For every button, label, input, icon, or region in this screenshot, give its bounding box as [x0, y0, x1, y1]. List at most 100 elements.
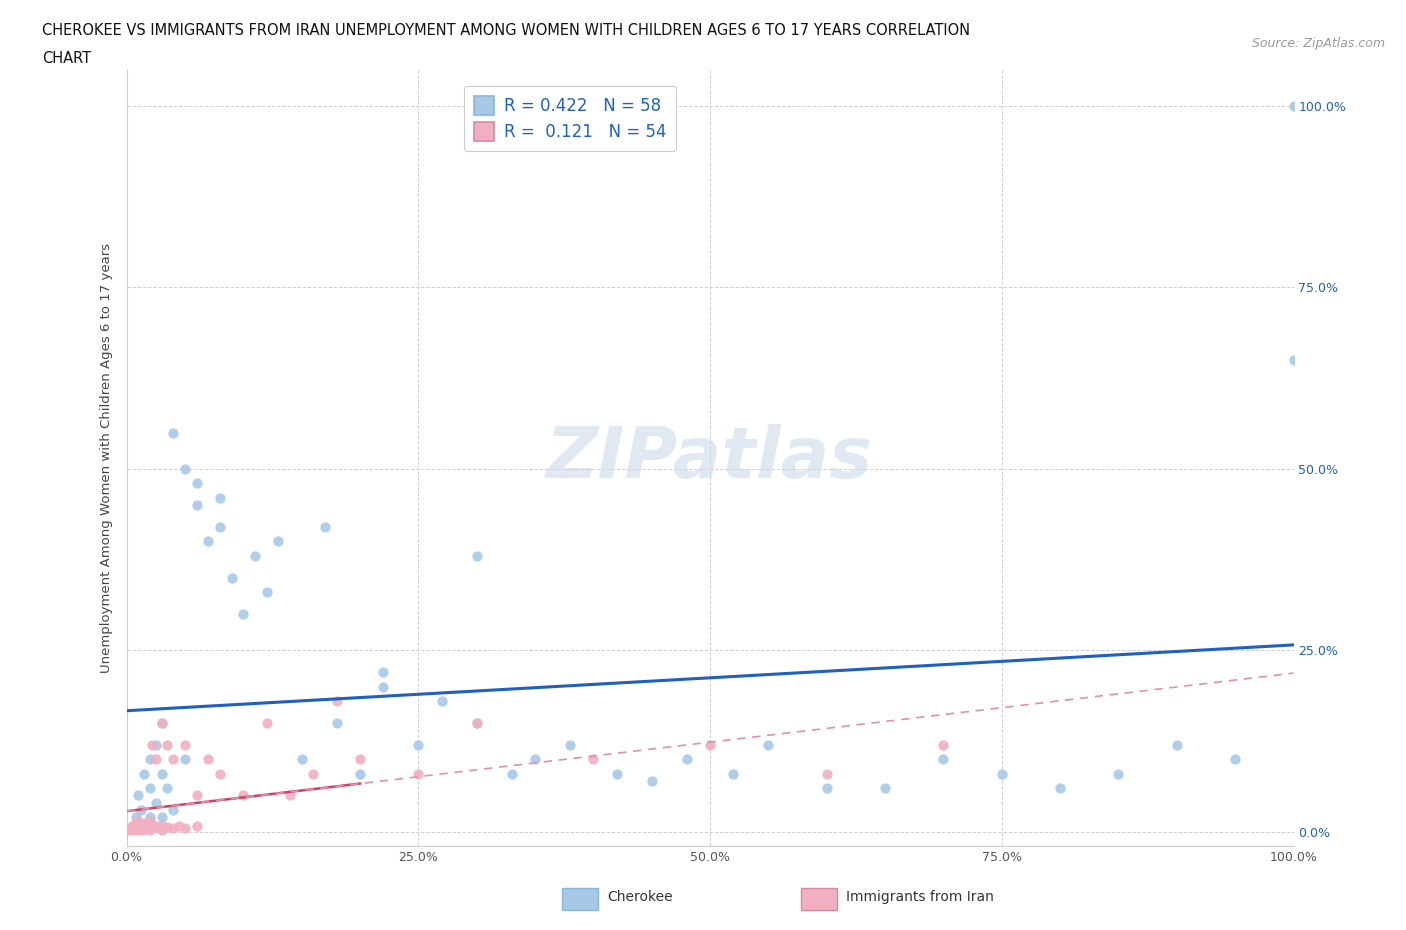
- Text: Immigrants from Iran: Immigrants from Iran: [846, 890, 994, 905]
- Point: [145, 795, 167, 810]
- Point: [150, 715, 173, 730]
- Point: [523, 751, 546, 766]
- Point: [174, 461, 197, 476]
- Point: [139, 822, 162, 837]
- Point: [145, 751, 167, 766]
- Point: [156, 820, 179, 835]
- Point: [208, 766, 231, 781]
- Point: [131, 822, 153, 837]
- Point: [129, 820, 152, 835]
- Point: [815, 766, 838, 781]
- Point: [325, 715, 347, 730]
- Point: [932, 737, 955, 752]
- Point: [174, 737, 197, 752]
- Y-axis label: Unemployment Among Women with Children Ages 6 to 17 years: Unemployment Among Women with Children A…: [100, 243, 114, 673]
- Point: [815, 781, 838, 796]
- Point: [221, 570, 243, 585]
- Point: [139, 814, 162, 829]
- Point: [256, 715, 278, 730]
- Point: [122, 822, 145, 837]
- Point: [675, 751, 697, 766]
- Point: [349, 751, 371, 766]
- Point: [150, 715, 173, 730]
- Point: [141, 737, 163, 752]
- Point: [465, 715, 488, 730]
- Point: [699, 737, 721, 752]
- FancyBboxPatch shape: [562, 887, 598, 910]
- Point: [1282, 352, 1305, 367]
- Point: [932, 751, 955, 766]
- Point: [118, 823, 141, 838]
- Point: [145, 737, 167, 752]
- Point: [208, 520, 231, 535]
- Point: [373, 679, 395, 694]
- Point: [186, 818, 208, 833]
- Point: [162, 820, 184, 835]
- Point: [186, 498, 208, 512]
- Point: [167, 818, 190, 833]
- Point: [121, 820, 143, 835]
- Point: [197, 534, 219, 549]
- Point: [756, 737, 779, 752]
- Point: [127, 814, 149, 829]
- Point: [132, 816, 155, 830]
- Text: Cherokee: Cherokee: [607, 890, 673, 905]
- Text: Source: ZipAtlas.com: Source: ZipAtlas.com: [1251, 37, 1385, 50]
- Point: [430, 694, 453, 709]
- Point: [465, 715, 488, 730]
- Point: [132, 820, 155, 835]
- Point: [141, 820, 163, 835]
- Point: [150, 818, 173, 833]
- Point: [127, 817, 149, 832]
- Point: [132, 818, 155, 833]
- Point: [290, 751, 312, 766]
- Point: [129, 817, 152, 832]
- Point: [1282, 99, 1305, 113]
- Point: [125, 821, 148, 836]
- Point: [243, 549, 266, 564]
- Text: CHEROKEE VS IMMIGRANTS FROM IRAN UNEMPLOYMENT AMONG WOMEN WITH CHILDREN AGES 6 T: CHEROKEE VS IMMIGRANTS FROM IRAN UNEMPLO…: [42, 23, 970, 38]
- Point: [1223, 751, 1246, 766]
- Point: [136, 820, 159, 835]
- Point: [186, 788, 208, 803]
- Point: [186, 476, 208, 491]
- Point: [150, 822, 173, 837]
- Point: [127, 788, 149, 803]
- Point: [465, 549, 488, 564]
- Point: [127, 822, 149, 837]
- Point: [256, 585, 278, 600]
- Point: [129, 803, 152, 817]
- Point: [641, 774, 664, 789]
- Point: [145, 818, 167, 833]
- Point: [582, 751, 605, 766]
- Point: [278, 788, 301, 803]
- Point: [162, 751, 184, 766]
- Point: [134, 821, 156, 836]
- Point: [124, 817, 146, 832]
- FancyBboxPatch shape: [801, 887, 837, 910]
- Point: [125, 810, 148, 825]
- Point: [501, 766, 523, 781]
- Point: [139, 817, 162, 832]
- Point: [990, 766, 1012, 781]
- Point: [125, 820, 148, 835]
- Point: [197, 751, 219, 766]
- Point: [162, 803, 184, 817]
- Point: [1049, 781, 1071, 796]
- Point: [302, 766, 325, 781]
- Legend: R = 0.422   N = 58, R =  0.121   N = 54: R = 0.422 N = 58, R = 0.121 N = 54: [464, 86, 676, 151]
- Point: [162, 425, 184, 440]
- Point: [267, 534, 290, 549]
- Text: CHART: CHART: [42, 51, 91, 66]
- Text: ZIPatlas: ZIPatlas: [547, 423, 873, 493]
- Point: [606, 766, 628, 781]
- Point: [325, 694, 347, 709]
- Point: [139, 810, 162, 825]
- Point: [132, 817, 155, 832]
- Point: [121, 818, 143, 833]
- Point: [156, 781, 179, 796]
- Point: [139, 781, 162, 796]
- Point: [408, 737, 430, 752]
- Point: [132, 766, 155, 781]
- Point: [120, 820, 142, 835]
